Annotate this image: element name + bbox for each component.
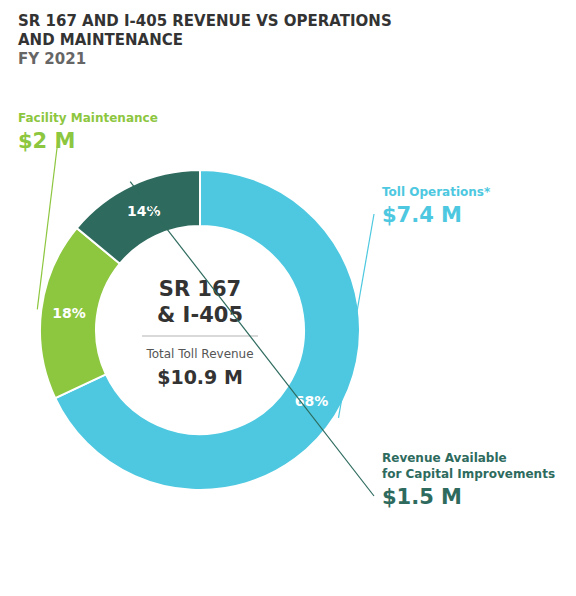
slice [55,170,360,490]
slice-label: 14% [127,203,161,219]
center-line: & I-405 [157,303,243,327]
leader-line [37,140,58,309]
category-label-line: Revenue Available [382,451,507,465]
slice-label: 18% [52,305,86,321]
total-label: $10.9 M [157,366,243,388]
category-label-line: for Capital Improvements [382,467,555,481]
total-caption: Total Toll Revenue [145,347,253,361]
slice [77,170,200,264]
center-line: SR 167 [159,277,241,301]
category-label-line: Facility Maintenance [18,111,158,125]
category-labels: Toll Operations* $7.4 M Facility Maintenan… [18,111,555,509]
leader-line [130,182,374,496]
leader-line [338,214,374,418]
divider [142,335,258,337]
slice-labels: 68%18%14% [52,203,328,409]
category-label: Revenue Available for Capital Improvement… [382,451,555,481]
center-text: SR 167& I-405 Total Toll Revenue $10.9 M [142,277,258,388]
amount-label: $2 M [18,129,75,153]
title-line: SR 167 AND I-405 REVENUE VS OPERATIONS [18,12,392,30]
chart: SR 167 AND I-405 REVENUE VS OPERATIONSAN… [0,0,576,596]
subtitle: FY 2021 [18,50,86,68]
category-label: Facility Maintenance [18,111,158,125]
amount-label: $1.5 M [382,485,462,509]
title-line: AND MAINTENANCE [18,31,183,49]
title: SR 167 AND I-405 REVENUE VS OPERATIONSAN… [18,12,392,49]
category-label-line: Toll Operations* [382,185,491,199]
amount-label: $7.4 M [382,203,462,227]
slices [40,170,360,490]
category-label: Toll Operations* [382,185,491,199]
